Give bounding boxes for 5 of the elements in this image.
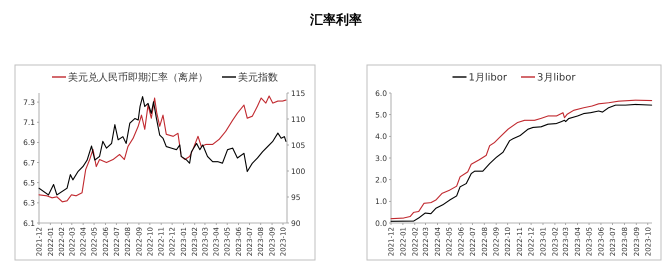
- text: 汇率利率: [309, 12, 362, 28]
- legend-label: 美元兑人民币即期汇率（离岸）: [68, 72, 208, 84]
- legend-label: 美元指数: [238, 72, 278, 84]
- legend-label: 1月libor: [468, 72, 508, 84]
- legend-label: 3月libor: [537, 72, 576, 84]
